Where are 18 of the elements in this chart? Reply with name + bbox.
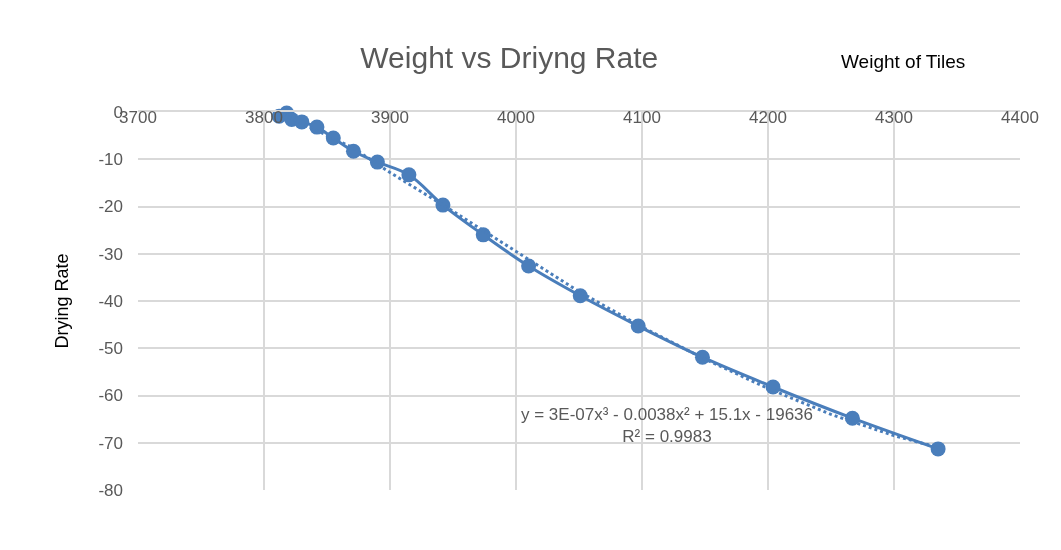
- y-tick-label: -80: [98, 480, 123, 500]
- y-tick-label: -40: [98, 291, 123, 311]
- y-tick-label: -60: [98, 386, 123, 406]
- y-tick-label: -70: [98, 433, 123, 453]
- y-tick-label: -20: [98, 197, 123, 217]
- x-tick-label: 4400: [1001, 108, 1039, 128]
- y-tick-label: -50: [98, 339, 123, 359]
- x-tick-label: 4100: [623, 108, 661, 128]
- x-tick-label: 3900: [371, 108, 409, 128]
- y-tick-label: -10: [98, 150, 123, 170]
- x-tick-label: 4300: [875, 108, 913, 128]
- y-tick-label: -30: [98, 244, 123, 264]
- annotation: y = 3E-07x³ - 0.0038x² + 15.1x - 19636 R² = 0.9983: [521, 405, 814, 447]
- x-axis-title: Weight of Tiles: [841, 51, 966, 72]
- x-tick-label: 4200: [749, 108, 787, 128]
- x-tick-label: 4000: [497, 108, 535, 128]
- chart-title: Weight vs Driyng Rate: [360, 41, 659, 75]
- y-axis-title: Drying Rate: [51, 253, 72, 349]
